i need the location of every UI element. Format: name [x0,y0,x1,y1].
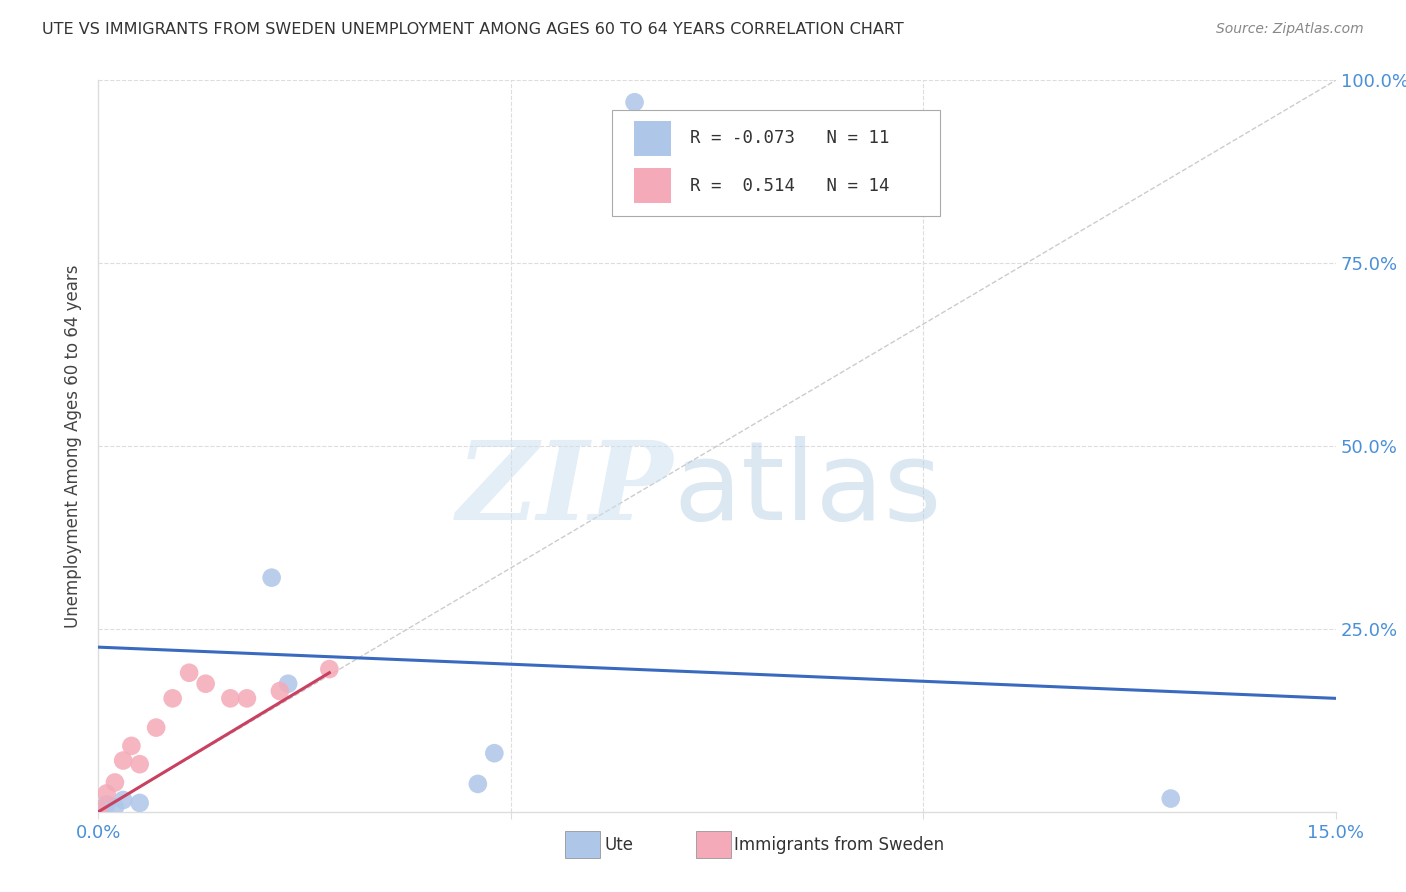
Text: R =  0.514   N = 14: R = 0.514 N = 14 [690,177,890,194]
Point [96,787,118,801]
Point [260,571,283,585]
Y-axis label: Unemployment Among Ages 60 to 64 years: Unemployment Among Ages 60 to 64 years [65,264,83,628]
Point [194,676,217,690]
Point [219,691,242,706]
Point [162,691,184,706]
Point [318,662,340,676]
Point [104,775,127,789]
Text: UTE VS IMMIGRANTS FROM SWEDEN UNEMPLOYMENT AMONG AGES 60 TO 64 YEARS CORRELATION: UTE VS IMMIGRANTS FROM SWEDEN UNEMPLOYME… [42,22,904,37]
Point [112,793,135,807]
Point [236,691,259,706]
Bar [634,169,671,203]
Text: ZIP: ZIP [457,436,673,543]
Text: Source: ZipAtlas.com: Source: ZipAtlas.com [1216,22,1364,37]
Text: R = -0.073   N = 11: R = -0.073 N = 11 [690,129,890,147]
Point [467,777,489,791]
Text: Immigrants from Sweden: Immigrants from Sweden [734,836,943,854]
Point [623,95,645,110]
Point [1160,791,1182,805]
Point [179,665,201,680]
Point [87,803,110,817]
Text: Ute: Ute [605,836,634,854]
Point [145,721,167,735]
Point [87,803,110,817]
Point [104,800,127,814]
Point [277,676,299,690]
Point [484,746,506,760]
Point [128,757,150,772]
Point [269,684,291,698]
FancyBboxPatch shape [612,110,939,216]
Point [96,797,118,812]
Point [128,796,150,810]
Text: atlas: atlas [673,436,942,543]
Point [120,739,142,753]
Bar [634,120,671,156]
Point [112,754,135,768]
